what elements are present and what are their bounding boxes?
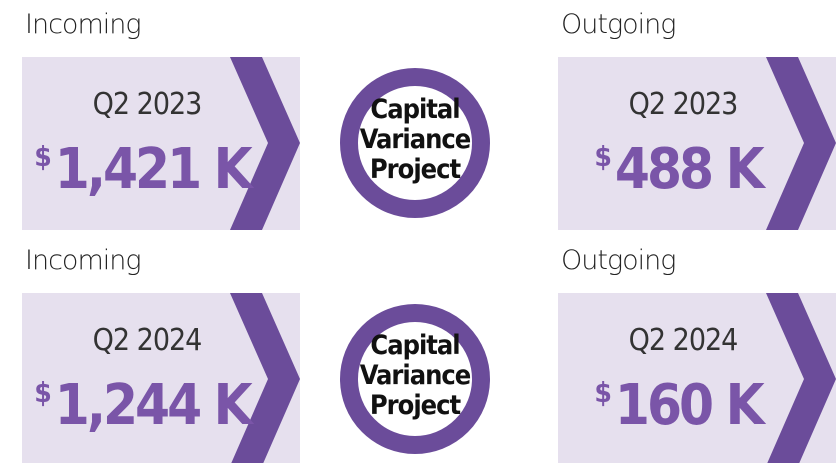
section-label: Incoming bbox=[25, 9, 142, 40]
period: Q2 2024 bbox=[578, 323, 788, 358]
center-title-line: Capital bbox=[370, 94, 460, 125]
center-title-line: Project bbox=[369, 390, 461, 421]
period: Q2 2023 bbox=[42, 87, 252, 122]
period: Q2 2023 bbox=[578, 87, 788, 122]
amount-value: 160 K bbox=[614, 373, 765, 438]
amount-value: 1,421 K bbox=[54, 137, 253, 202]
amount-value: 1,244 K bbox=[54, 373, 253, 438]
section-label-text: Outgoing bbox=[561, 245, 676, 276]
chevron bbox=[766, 57, 836, 230]
section-label: Outgoing bbox=[561, 245, 676, 276]
amount-value: 488 K bbox=[614, 137, 765, 202]
center-title-line: Variance bbox=[359, 124, 472, 155]
period-text: Q2 2023 bbox=[92, 87, 203, 122]
currency: $ bbox=[34, 376, 52, 409]
period: Q2 2024 bbox=[42, 323, 252, 358]
section-label: Incoming bbox=[25, 245, 142, 276]
center-title-line: Variance bbox=[359, 360, 472, 391]
section-label-text: Incoming bbox=[25, 9, 142, 40]
center-title-line: Project bbox=[369, 154, 461, 185]
section-label: Outgoing bbox=[561, 9, 676, 40]
currency: $ bbox=[594, 140, 612, 173]
amount: $1,421 K bbox=[27, 137, 257, 202]
amount: $160 K bbox=[563, 373, 793, 438]
currency: $ bbox=[34, 140, 52, 173]
amount: $1,244 K bbox=[27, 373, 257, 438]
center-title-line: Capital bbox=[370, 330, 460, 361]
center-title: Capital Variance Project bbox=[340, 331, 490, 421]
ring bbox=[340, 68, 490, 218]
chevron bbox=[230, 57, 300, 230]
amount: $488 K bbox=[563, 137, 793, 202]
period-text: Q2 2023 bbox=[628, 87, 739, 122]
section-label-text: Outgoing bbox=[561, 9, 676, 40]
section-label-text: Incoming bbox=[25, 245, 142, 276]
chevron bbox=[766, 293, 836, 463]
center-title: Capital Variance Project bbox=[340, 95, 490, 185]
period-text: Q2 2024 bbox=[92, 323, 203, 358]
currency: $ bbox=[594, 376, 612, 409]
ring bbox=[340, 304, 490, 454]
period-text: Q2 2024 bbox=[628, 323, 739, 358]
chevron bbox=[230, 293, 300, 463]
